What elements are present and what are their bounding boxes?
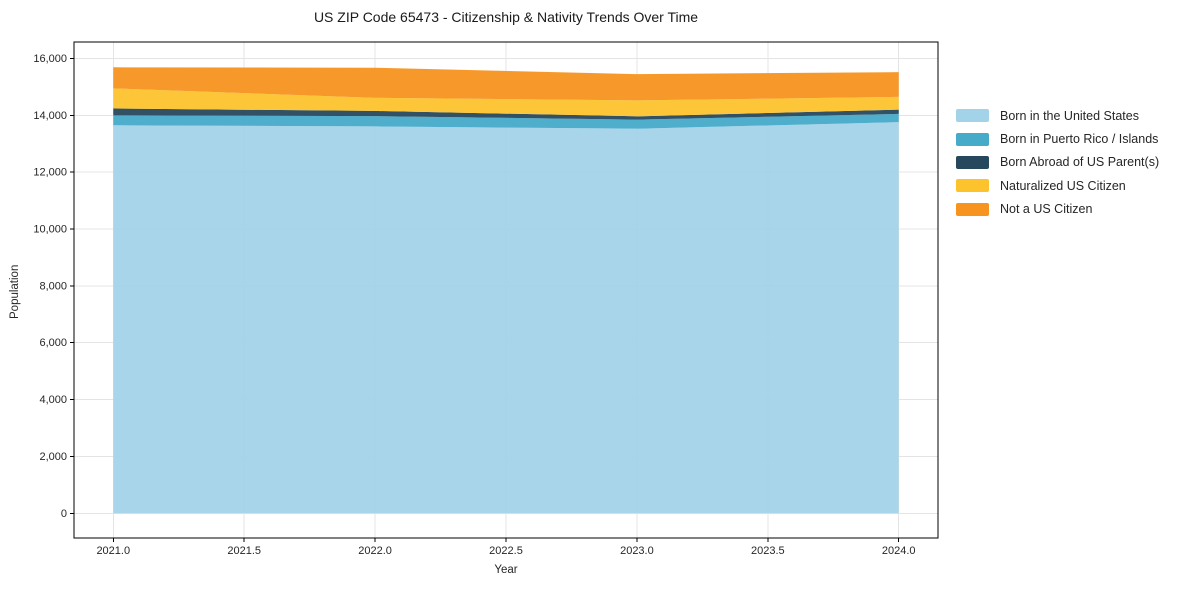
chart-title: US ZIP Code 65473 - Citizenship & Nativi…	[313, 9, 699, 25]
x-tick-label: 2021.0	[96, 545, 130, 557]
area-naturalized-us-citizen	[113, 88, 899, 117]
x-tick-label: 2023.5	[751, 545, 785, 557]
y-tick-label: 6,000	[39, 337, 67, 349]
x-tick-label: 2024.0	[882, 545, 916, 557]
legend-item: Not a US Citizen	[956, 198, 1159, 221]
legend-item: Born in the United States	[956, 104, 1159, 127]
area-born-in-puerto-rico-islands	[113, 113, 899, 129]
x-tick-label: 2022.5	[489, 545, 523, 557]
x-axis-label: Year	[494, 564, 518, 576]
y-tick-label: 14,000	[33, 110, 67, 122]
legend-item-label: Naturalized US Citizen	[1000, 178, 1126, 193]
y-tick-label: 0	[61, 508, 67, 520]
legend-item: Born Abroad of US Parent(s)	[956, 151, 1159, 174]
y-axis-label: Population	[9, 264, 21, 319]
legend-swatch-not-a-us-citizen	[956, 202, 989, 216]
area-born-in-the-united-states	[113, 122, 899, 514]
legend-swatch-born-in-the-united-states	[956, 109, 989, 123]
area-not-a-us-citizen	[113, 67, 899, 101]
x-tick-label: 2021.5	[227, 545, 261, 557]
y-tick-label: 8,000	[39, 280, 67, 292]
legend: Born in the United States Born in Puerto …	[956, 104, 1159, 221]
x-tick-label: 2023.0	[620, 545, 654, 557]
legend-swatch-born-abroad-of-us-parent-s	[956, 155, 989, 169]
legend-item-label: Born Abroad of US Parent(s)	[1000, 155, 1160, 170]
y-tick-label: 12,000	[33, 167, 67, 179]
legend-item-label: Born in Puerto Rico / Islands	[1000, 132, 1159, 147]
legend-item: Born in Puerto Rico / Islands	[956, 127, 1159, 150]
legend-item-label: Born in the United States	[1000, 108, 1139, 123]
legend-swatch-naturalized-us-citizen	[956, 179, 989, 193]
y-tick-label: 10,000	[33, 224, 67, 236]
y-tick-label: 16,000	[33, 53, 67, 65]
legend-swatch-born-in-puerto-rico-islands	[956, 132, 989, 146]
legend-item-label: Not a US Citizen	[1000, 202, 1093, 217]
y-tick-label: 4,000	[39, 394, 67, 406]
legend-item: Naturalized US Citizen	[956, 174, 1159, 197]
y-tick-label: 2,000	[39, 451, 67, 463]
x-tick-label: 2022.0	[358, 545, 392, 557]
area-born-abroad-of-us-parent-s	[113, 108, 899, 120]
